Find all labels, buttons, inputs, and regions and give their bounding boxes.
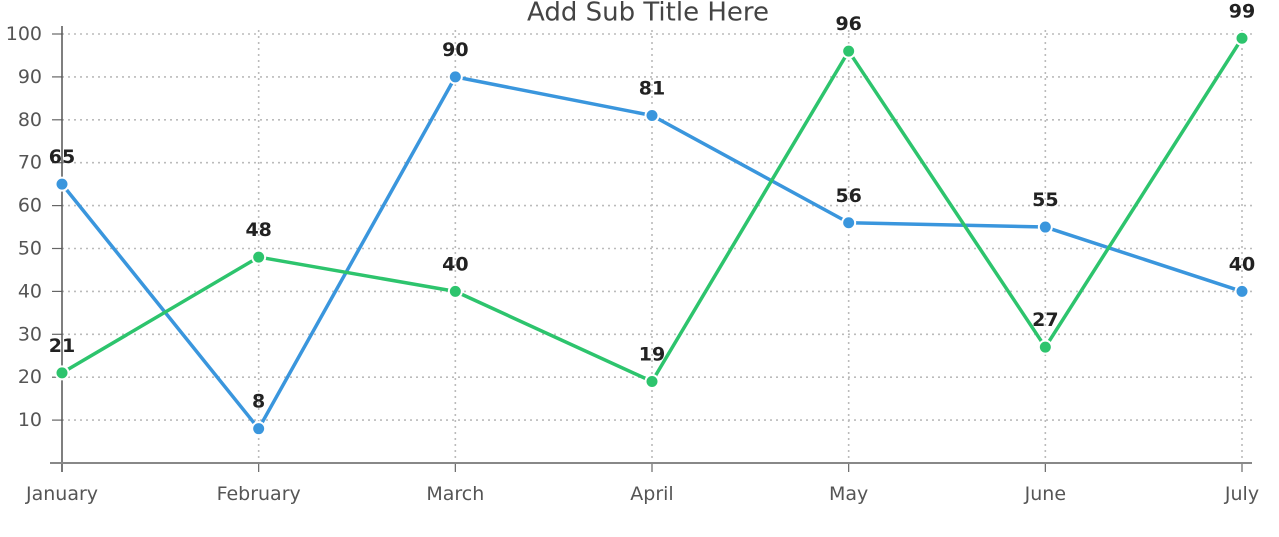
y-tick-label: 70	[18, 152, 42, 174]
y-tick-label: 30	[18, 323, 42, 345]
y-tick-label: 80	[18, 109, 42, 131]
series-2-point[interactable]	[644, 373, 660, 389]
series-2-point[interactable]	[1037, 339, 1053, 355]
series-2-point[interactable]	[841, 43, 857, 59]
series-1-point[interactable]	[447, 69, 463, 85]
series-1-point[interactable]	[251, 421, 267, 437]
series-1-data-label: 56	[835, 185, 861, 207]
x-tick-label: May	[829, 483, 868, 505]
series-1-data-label: 8	[252, 391, 265, 413]
series-1-data-label: 65	[49, 146, 75, 168]
y-tick-label: 100	[6, 23, 42, 45]
series-1-point[interactable]	[841, 215, 857, 231]
series-2-point[interactable]	[1234, 30, 1250, 46]
y-tick-label: 20	[18, 366, 42, 388]
series-1-point[interactable]	[644, 108, 660, 124]
grid-lines	[62, 30, 1252, 463]
chart-title: Add Sub Title Here	[527, 0, 769, 27]
y-tick-label: 50	[18, 238, 42, 260]
y-tick-label: 10	[18, 409, 42, 431]
series-2-data-label: 99	[1229, 0, 1255, 22]
series-2-data-label: 48	[245, 219, 271, 241]
x-tick-label: June	[1024, 483, 1066, 505]
x-tick-label: July	[1224, 483, 1259, 505]
data-labels: 65 8 90 81 56 55 40 21 48 40 19 96 27 99	[49, 0, 1255, 412]
series-2-point[interactable]	[251, 249, 267, 265]
series-2-data-label: 40	[442, 253, 468, 275]
y-tick-label: 90	[18, 66, 42, 88]
x-tick-label: April	[630, 483, 673, 505]
series-2-point[interactable]	[447, 283, 463, 299]
series-1-data-label: 81	[639, 78, 665, 100]
y-tick-label: 40	[18, 280, 42, 302]
series-1-data-label: 55	[1032, 189, 1058, 211]
series-2-data-label: 19	[639, 343, 665, 365]
series-2-data-label: 27	[1032, 309, 1058, 331]
x-tick-label: February	[217, 483, 301, 505]
x-tick-label: January	[25, 483, 98, 505]
series-2-data-label: 96	[835, 13, 861, 35]
series-1-data-label: 90	[442, 39, 468, 61]
series-2-point[interactable]	[54, 365, 70, 381]
series-2-data-label: 21	[49, 335, 75, 357]
series-1-data-label: 40	[1229, 253, 1255, 275]
y-tick-label: 60	[18, 195, 42, 217]
x-tick-label: March	[426, 483, 484, 505]
series-1-point[interactable]	[54, 176, 70, 192]
series-1-point[interactable]	[1037, 219, 1053, 235]
axes: 10 20 30 40 50 60 70 80 90 100 January February Marc…	[6, 23, 1259, 505]
series-1-point[interactable]	[1234, 283, 1250, 299]
series-group	[54, 30, 1250, 437]
